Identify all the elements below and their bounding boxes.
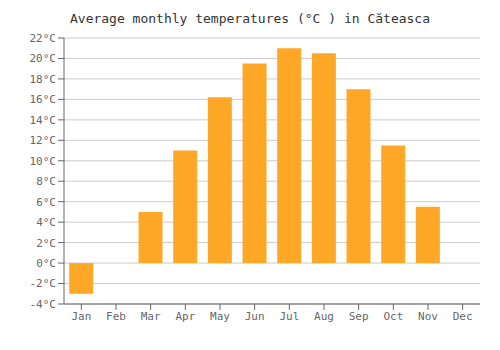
svg-text:Aug: Aug xyxy=(314,310,334,323)
svg-text:2°C: 2°C xyxy=(36,237,56,250)
svg-text:Jan: Jan xyxy=(71,310,91,323)
svg-text:Nov: Nov xyxy=(418,310,438,323)
svg-text:Jul: Jul xyxy=(279,310,299,323)
svg-text:10°C: 10°C xyxy=(30,155,57,168)
svg-text:4°C: 4°C xyxy=(36,216,56,229)
html-text:Average monthly temperatures (: Average monthly temperatures (°C ) in Că… xyxy=(70,11,430,26)
svg-text:Feb: Feb xyxy=(106,310,126,323)
svg-text:6°C: 6°C xyxy=(36,196,56,209)
svg-text:18°C: 18°C xyxy=(30,73,57,86)
svg-text:14°C: 14°C xyxy=(30,114,57,127)
svg-text:Sep: Sep xyxy=(349,310,369,323)
svg-text:-4°C: -4°C xyxy=(30,298,57,311)
svg-text:8°C: 8°C xyxy=(36,175,56,188)
svg-text:20°C: 20°C xyxy=(30,52,57,65)
svg-text:Dec: Dec xyxy=(453,310,473,323)
svg-text:-2°C: -2°C xyxy=(30,277,57,290)
svg-text:22°C: 22°C xyxy=(30,32,57,45)
svg-text:Apr: Apr xyxy=(175,310,195,323)
svg-text:May: May xyxy=(210,310,230,323)
svg-text:Mar: Mar xyxy=(141,310,161,323)
svg-text:12°C: 12°C xyxy=(30,134,57,147)
svg-text:Jun: Jun xyxy=(245,310,265,323)
svg-text:Oct: Oct xyxy=(383,310,403,323)
svg-text:0°C: 0°C xyxy=(36,257,56,270)
svg-text:16°C: 16°C xyxy=(30,93,57,106)
